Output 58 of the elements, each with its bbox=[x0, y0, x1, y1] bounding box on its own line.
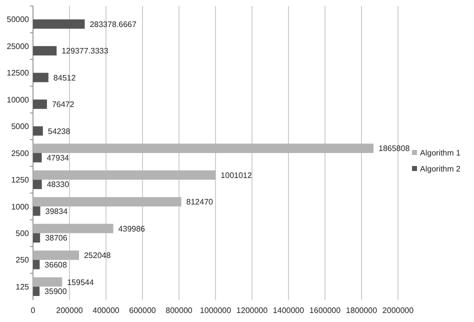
x-tick-label: 1600000 bbox=[309, 306, 342, 315]
x-tick-label: 1000000 bbox=[200, 306, 232, 315]
x-tick-label: 1200000 bbox=[236, 306, 268, 315]
data-label: 812470 bbox=[186, 198, 214, 207]
bar bbox=[33, 153, 42, 162]
bar bbox=[33, 180, 42, 190]
data-label: 54238 bbox=[48, 126, 71, 136]
bar bbox=[33, 197, 182, 206]
y-tick-label: 2500 bbox=[11, 148, 30, 158]
data-label: 35900 bbox=[44, 287, 68, 296]
bar bbox=[33, 224, 114, 234]
bar bbox=[33, 277, 62, 287]
y-tick-label: 1000 bbox=[11, 202, 30, 212]
bar bbox=[33, 19, 85, 29]
bar bbox=[33, 250, 79, 260]
y-tick-label: 500 bbox=[16, 228, 30, 238]
data-label: 48330 bbox=[46, 180, 70, 190]
data-label: 1001012 bbox=[220, 170, 252, 180]
bar bbox=[33, 72, 48, 82]
bar bbox=[33, 286, 40, 296]
data-label: 1865808 bbox=[378, 144, 410, 154]
x-tick-label: 1400000 bbox=[272, 306, 305, 315]
data-label: 38706 bbox=[45, 234, 68, 243]
x-tick-label: 800000 bbox=[166, 306, 193, 315]
x-tick-label: 1800000 bbox=[346, 306, 378, 315]
y-tick-label: 250 bbox=[16, 256, 30, 265]
data-label: 252048 bbox=[84, 251, 112, 260]
x-tick-label: 600000 bbox=[129, 306, 156, 315]
bar bbox=[33, 144, 374, 153]
x-tick-label: 2000000 bbox=[382, 306, 414, 315]
data-label: 76472 bbox=[52, 100, 75, 110]
bar bbox=[33, 206, 40, 216]
bar bbox=[33, 260, 40, 270]
data-label: 439986 bbox=[118, 224, 146, 234]
bar bbox=[33, 46, 57, 56]
y-tick-label: 10000 bbox=[6, 95, 30, 104]
y-tick-label: 1250 bbox=[11, 176, 30, 185]
data-label: 129377.3333 bbox=[62, 46, 109, 56]
x-tick-label: 0 bbox=[30, 306, 36, 315]
y-tick-label: 5000 bbox=[11, 122, 30, 132]
data-label: 84512 bbox=[53, 73, 76, 82]
y-tick-label: 125 bbox=[16, 282, 30, 292]
x-tick-label: 200000 bbox=[56, 306, 84, 315]
data-label: 39834 bbox=[45, 206, 68, 216]
data-label: 159544 bbox=[67, 278, 94, 287]
y-tick-label: 50000 bbox=[6, 15, 30, 24]
y-tick-label: 12500 bbox=[6, 68, 30, 78]
y-tick-label: 25000 bbox=[6, 42, 30, 51]
bar bbox=[33, 126, 43, 136]
data-label: 36608 bbox=[44, 260, 68, 270]
bar bbox=[33, 170, 216, 180]
bar bbox=[33, 233, 40, 243]
x-tick-label: 400000 bbox=[92, 306, 120, 315]
data-label: 47934 bbox=[46, 153, 70, 162]
legend-label: Algorithm 1 bbox=[420, 148, 462, 158]
legend-label: Algorithm 2 bbox=[420, 164, 462, 174]
data-label: 283378.6667 bbox=[90, 20, 137, 29]
bar bbox=[33, 100, 47, 109]
